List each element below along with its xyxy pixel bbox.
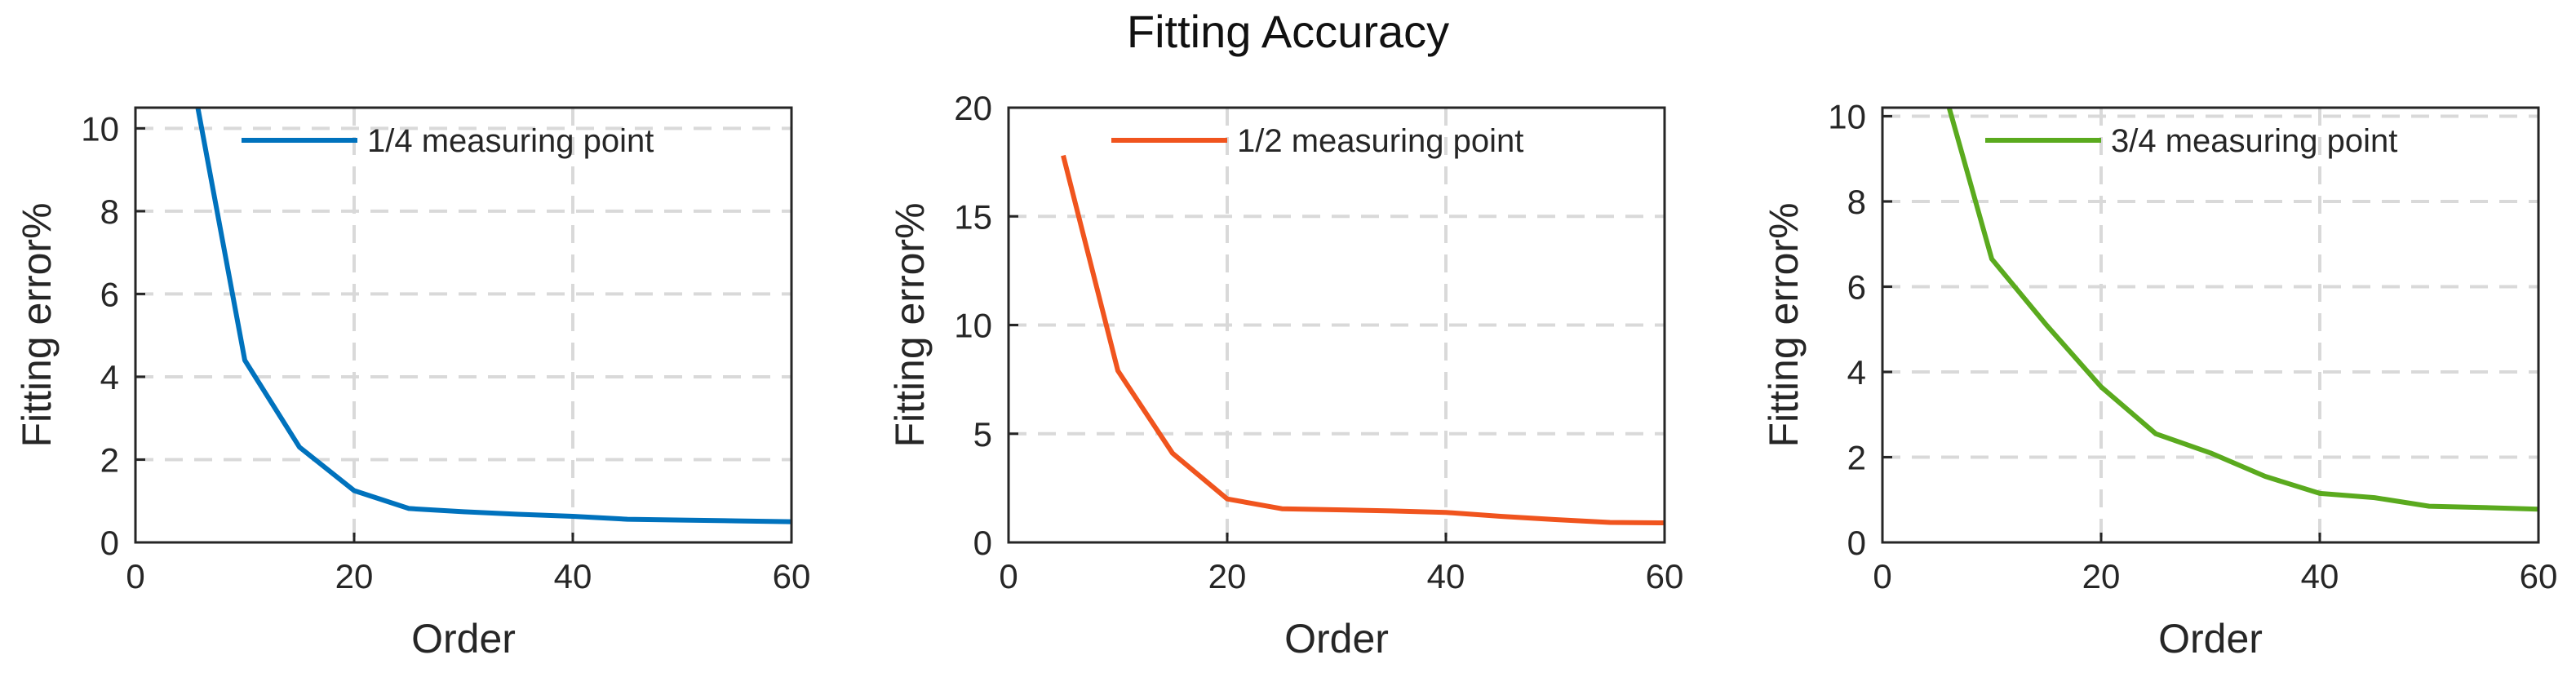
x-tick-label: 0	[999, 557, 1018, 595]
x-tick-label: 60	[2520, 557, 2558, 595]
y-tick-label: 4	[100, 358, 119, 396]
x-tick-label: 60	[1646, 557, 1684, 595]
x-axis-label: Order	[2158, 616, 2263, 662]
y-axis-label: Fitting error%	[887, 202, 933, 447]
y-tick-label: 8	[100, 192, 119, 231]
y-axis-label: Fitting error%	[14, 202, 60, 447]
y-tick-label: 15	[954, 197, 992, 236]
x-tick-label: 0	[126, 557, 144, 595]
series-line-1	[1061, 154, 1665, 525]
y-tick-label: 10	[954, 307, 992, 345]
series-line-1	[1946, 108, 2538, 512]
x-tick-label: 0	[1873, 557, 1891, 595]
axes-box	[134, 106, 793, 544]
figure-title: Fitting Accuracy	[1126, 6, 1450, 57]
y-tick-label: 8	[1847, 183, 1866, 221]
y-tick-label: 10	[81, 109, 119, 148]
x-tick-label: 40	[554, 557, 592, 595]
x-tick-label: 20	[1208, 557, 1247, 595]
x-axis-label: Order	[1284, 616, 1389, 662]
y-tick-label: 6	[100, 275, 119, 313]
legend-label: 3/4 measuring point	[2111, 123, 2397, 159]
x-tick-label: 40	[2301, 557, 2339, 595]
axes-box	[1881, 106, 2540, 544]
y-tick-label: 20	[954, 89, 992, 127]
y-tick-label: 6	[1847, 268, 1866, 306]
y-tick-label: 5	[973, 415, 992, 454]
series-line-1	[195, 108, 791, 524]
y-tick-label: 0	[1847, 524, 1866, 562]
chart-panel-2: 0 20 40 60 0 5 10 15 20 Order Fitting error% 1/2 me…	[887, 89, 1683, 662]
chart-panel-1: 0 20 40 60 0 2 4 6 8 10 Order Fitting error% 1/4 mea…	[14, 106, 811, 662]
y-tick-label: 4	[1847, 353, 1866, 392]
y-tick-label: 0	[100, 524, 119, 562]
legend-label: 1/2 measuring point	[1237, 123, 1523, 159]
chart-panel-3: 0 20 40 60 0 2 4 6 8 10 Order Fitting error% 3/4 mea…	[1761, 97, 2558, 662]
x-tick-label: 20	[2082, 557, 2121, 595]
y-tick-label: 2	[1847, 438, 1866, 476]
x-tick-label: 20	[335, 557, 374, 595]
x-tick-label: 60	[773, 557, 811, 595]
y-axis-label: Fitting error%	[1761, 202, 1807, 447]
legend-label: 1/4 measuring point	[367, 123, 654, 159]
x-tick-label: 40	[1427, 557, 1465, 595]
x-axis-label: Order	[411, 616, 516, 662]
y-tick-label: 2	[100, 440, 119, 479]
y-tick-label: 10	[1828, 97, 1866, 135]
y-tick-label: 0	[973, 524, 992, 562]
